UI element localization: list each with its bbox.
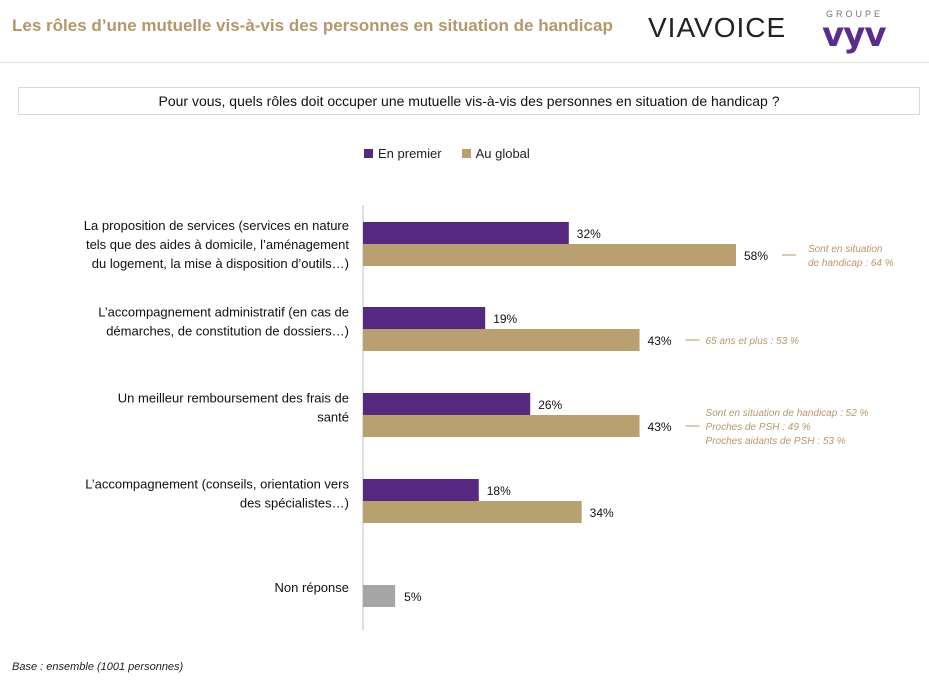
category-label: Non réponse [275, 580, 349, 595]
category-label: L’accompagnement (conseils, orientation … [85, 477, 349, 492]
header-divider [0, 62, 929, 63]
bar-premier [363, 393, 531, 415]
page-title: Les rôles d’une mutuelle vis-à-vis des p… [12, 16, 613, 35]
bar-global [363, 501, 582, 523]
data-label-premier: 19% [493, 312, 517, 326]
base-note: Base : ensemble (1001 personnes) [12, 661, 184, 673]
bar-global [363, 244, 736, 266]
data-label-global: 34% [590, 506, 614, 520]
data-label-global: 43% [648, 334, 672, 348]
question-box: Pour vous, quels rôles doit occuper une … [18, 87, 920, 115]
category-label: du logement, la mise à disposition d’out… [92, 256, 349, 271]
legend-swatch-global [461, 149, 471, 158]
annotation-text: Proches de PSH : 49 % [706, 422, 811, 433]
data-label-premier: 32% [577, 227, 601, 241]
legend-swatch-premier [364, 149, 373, 158]
bar-premier [363, 479, 479, 501]
category-label: démarches, de constitution de dossiers…) [106, 324, 349, 339]
annotation-text: 65 ans et plus : 53 % [706, 336, 800, 347]
bar-premier [363, 222, 569, 244]
legend-item-premier: En premier [364, 146, 442, 161]
chart-legend: En premier Au global [364, 146, 530, 161]
data-label-nonreponse: 5% [404, 590, 422, 604]
viavoice-logo: VIAVOICE [648, 12, 787, 43]
annotation-text: Proches aidants de PSH : 53 % [706, 436, 846, 447]
category-label: des spécialistes…) [240, 496, 349, 511]
question-text: Pour vous, quels rôles doit occuper une … [158, 93, 780, 109]
data-label-global: 43% [648, 420, 672, 434]
vyv-logo: vyv [822, 15, 886, 55]
annotation-text: Sont en situation [808, 244, 883, 255]
legend-item-global: Au global [461, 146, 530, 161]
category-label: Un meilleur remboursement des frais de [118, 391, 349, 406]
data-label-global: 58% [744, 249, 768, 263]
legend-label-global: Au global [475, 146, 530, 161]
annotation-text: de handicap : 64 % [808, 258, 894, 269]
groupe-label: GROUPE [826, 9, 884, 19]
bar-global [363, 329, 640, 351]
category-label: santé [317, 410, 349, 425]
category-label: tels que des aides à domicile, l’aménage… [86, 237, 349, 252]
legend-label-premier: En premier [378, 146, 442, 161]
annotation-text: Sont en situation de handicap : 52 % [706, 408, 869, 419]
data-label-premier: 18% [487, 484, 511, 498]
category-label: L’accompagnement administratif (en cas d… [98, 305, 349, 320]
category-label: La proposition de services (services en … [84, 218, 349, 233]
bar-nonreponse [363, 585, 396, 607]
bar-global [363, 415, 640, 437]
bar-premier [363, 307, 486, 329]
data-label-premier: 26% [538, 398, 562, 412]
